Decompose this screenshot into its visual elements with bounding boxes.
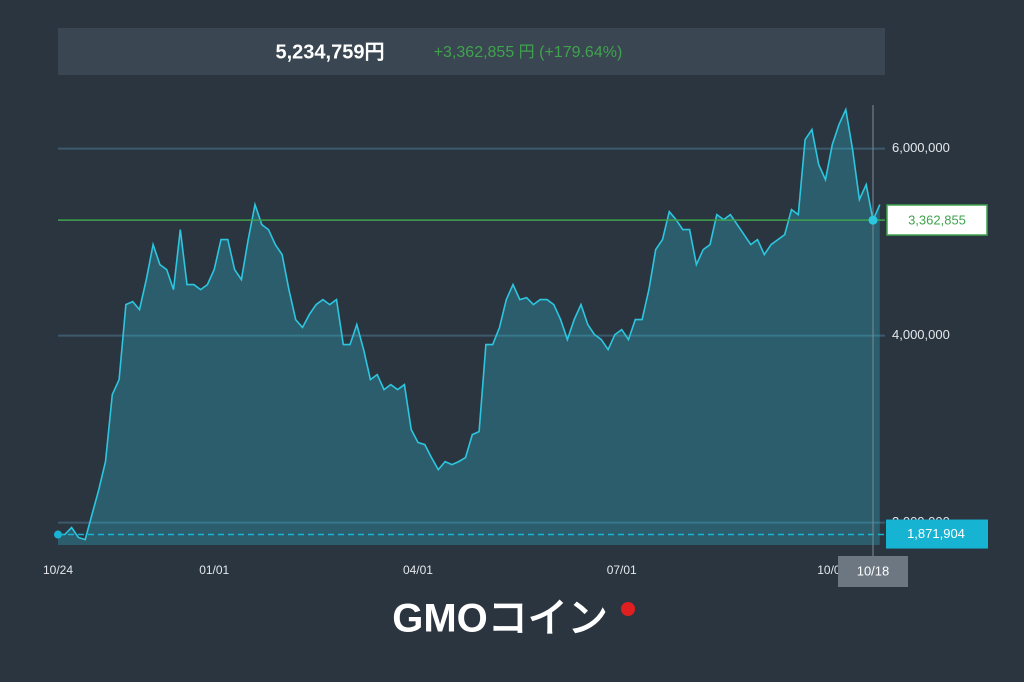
price-line (58, 106, 881, 541)
logo: GMOコイン (392, 597, 608, 641)
gain-tag-box (886, 204, 988, 236)
crosshair-dot (868, 215, 878, 225)
plot: 2,000,0004,000,0006,000,00010/2401/0104/… (43, 105, 988, 587)
logo-dot (621, 602, 635, 616)
area-fill (58, 109, 880, 545)
y-tick-label: 4,000,000 (892, 327, 950, 342)
x-tick-label: 07/01 (607, 563, 637, 577)
x-tick-label: 04/01 (403, 563, 433, 577)
x-tick-label: 01/01 (199, 563, 229, 577)
crosshair-date-box (838, 556, 908, 587)
header-bar (58, 28, 885, 75)
x-tick-label: 10/24 (43, 563, 73, 577)
start-tag: 1,871,904 (907, 526, 965, 541)
start-tag-box (886, 519, 988, 549)
start-dot (54, 530, 62, 539)
price: 5,234,759円 (276, 41, 385, 63)
gain-tag: 3,362,855 (908, 212, 966, 227)
price-change: +3,362,855 円 (+179.64%) (434, 44, 623, 61)
crosshair-date: 10/18 (857, 563, 890, 578)
y-tick-label: 6,000,000 (892, 140, 950, 155)
